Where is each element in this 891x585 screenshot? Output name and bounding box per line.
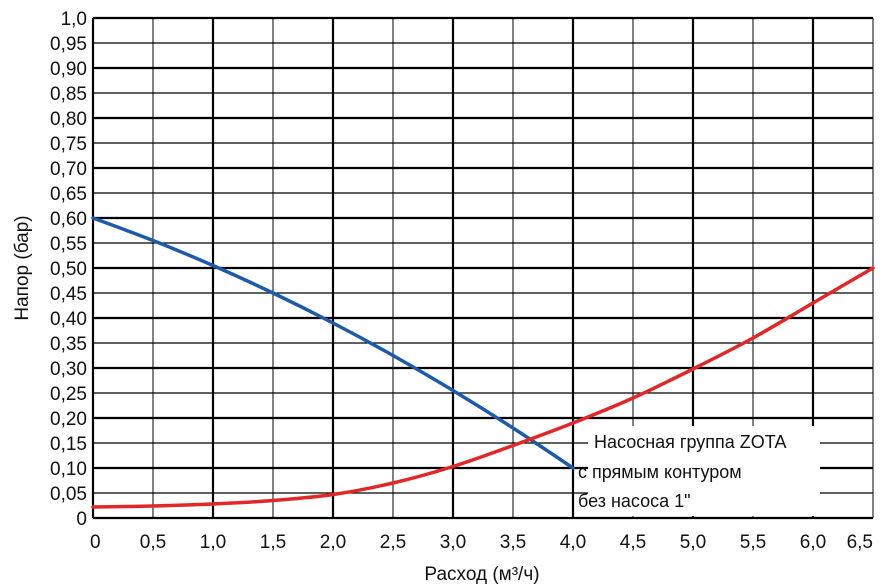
annotation-box: Насосная группа ZOTA с прямым контуром б…: [578, 426, 820, 516]
x-axis-label: Расход (м³/ч): [424, 564, 539, 585]
x-tick-label: 6,0: [800, 532, 826, 553]
series-layer: [91, 216, 875, 509]
y-tick-label: 0,20: [50, 409, 87, 430]
y-tick-label: 0,40: [50, 309, 87, 330]
y-tick-label: 0,55: [50, 234, 87, 255]
x-tick-label: 0,5: [140, 532, 166, 553]
y-tick-label: 0,10: [50, 459, 87, 480]
y-tick-label: 0,65: [50, 184, 87, 205]
annotation-line-1: Насосная группа ZOTA: [594, 432, 786, 452]
annotation-line-2: с прямым контуром: [578, 462, 742, 482]
y-tick-label: 0,85: [50, 84, 87, 105]
y-tick-label: 0,30: [50, 359, 87, 380]
y-tick-label: 0,90: [50, 59, 87, 80]
x-tick-label: 2,0: [320, 532, 346, 553]
y-tick-label: 1,0: [61, 9, 87, 30]
y-tick-label: 0,45: [50, 284, 87, 305]
y-tick-label: 0,25: [50, 384, 87, 405]
x-tick-label: 3,0: [440, 532, 466, 553]
x-tick-labels: 0 0,5 1,0 1,5 2,0 2,5 3,0 3,5 4,0 4,5 5,0 5,5 6,0 6,5: [90, 532, 873, 553]
y-tick-label: 0: [76, 509, 87, 530]
x-tick-label: 4,5: [620, 532, 646, 553]
series-line-1: [91, 266, 875, 509]
y-tick-label: 0,60: [50, 209, 87, 230]
y-tick-label: 0,15: [50, 434, 87, 455]
y-tick-label: 0,95: [50, 34, 87, 55]
x-tick-label: 5,5: [740, 532, 766, 553]
x-tick-label: 2,5: [380, 532, 406, 553]
x-tick-label: 0: [90, 532, 101, 553]
y-tick-label: 0,05: [50, 484, 87, 505]
annotation-line-3: без насоса 1": [578, 491, 691, 511]
y-axis-label: Напор (бар): [12, 215, 33, 320]
y-tick-label: 0,80: [50, 109, 87, 130]
x-tick-label: 6,5: [847, 532, 873, 553]
y-tick-labels: 0 0,05 0,10 0,15 0,20 0,25 0,30 0,35 0,40 0,45 0,5…: [50, 9, 87, 530]
y-tick-label: 0,50: [50, 259, 87, 280]
x-tick-label: 3,5: [500, 532, 526, 553]
y-tick-label: 0,70: [50, 159, 87, 180]
x-tick-label: 1,0: [200, 532, 226, 553]
x-tick-label: 4,0: [560, 532, 586, 553]
y-tick-label: 0,75: [50, 134, 87, 155]
x-tick-label: 1,5: [260, 532, 286, 553]
x-tick-label: 5,0: [680, 532, 706, 553]
y-tick-label: 0,35: [50, 334, 87, 355]
series-line-0: [91, 216, 575, 470]
